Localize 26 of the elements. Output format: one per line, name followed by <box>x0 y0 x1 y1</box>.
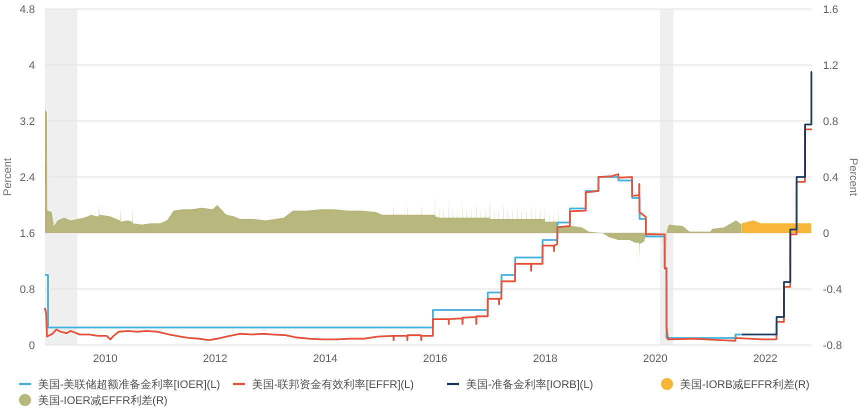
x-tick-label: 2018 <box>533 353 558 365</box>
y-tick-label: 0 <box>28 340 35 352</box>
y-tick-label: 0.8 <box>20 284 35 296</box>
y-axis-title: Percent <box>2 158 14 196</box>
y2-tick-label: -0.4 <box>823 284 842 296</box>
y2-tick-label: 0.4 <box>823 172 838 184</box>
y2-tick-label: 1.6 <box>823 4 838 16</box>
x-tick-label: 2012 <box>202 353 228 365</box>
x-tick-label: 2014 <box>313 353 338 365</box>
legend-label: 美国-准备金利率[IORB](L) <box>466 378 594 391</box>
x-tick-label: 2010 <box>92 353 118 365</box>
y2-axis-title: Percent <box>847 158 859 196</box>
y2-tick-label: 0.8 <box>823 116 838 128</box>
x-tick-label: 2022 <box>753 353 778 365</box>
y2-tick-label: -0.8 <box>823 340 842 352</box>
y2-tick-label: 1.2 <box>823 60 838 72</box>
y-tick-label: 4 <box>28 60 35 72</box>
y-tick-label: 3.2 <box>20 116 35 128</box>
x-tick-label: 2020 <box>642 353 668 365</box>
y-tick-label: 4.8 <box>20 4 35 16</box>
x-tick-label: 2016 <box>422 353 448 365</box>
y-tick-label: 1.6 <box>20 228 35 240</box>
legend-label: 美国-美联储超额准备金利率[IOER](L) <box>38 378 220 391</box>
y2-tick-label: 0 <box>823 228 830 240</box>
y-tick-label: 2.4 <box>20 172 35 184</box>
legend-label: 美国-联邦资金有效利率[EFFR](L) <box>252 378 414 391</box>
